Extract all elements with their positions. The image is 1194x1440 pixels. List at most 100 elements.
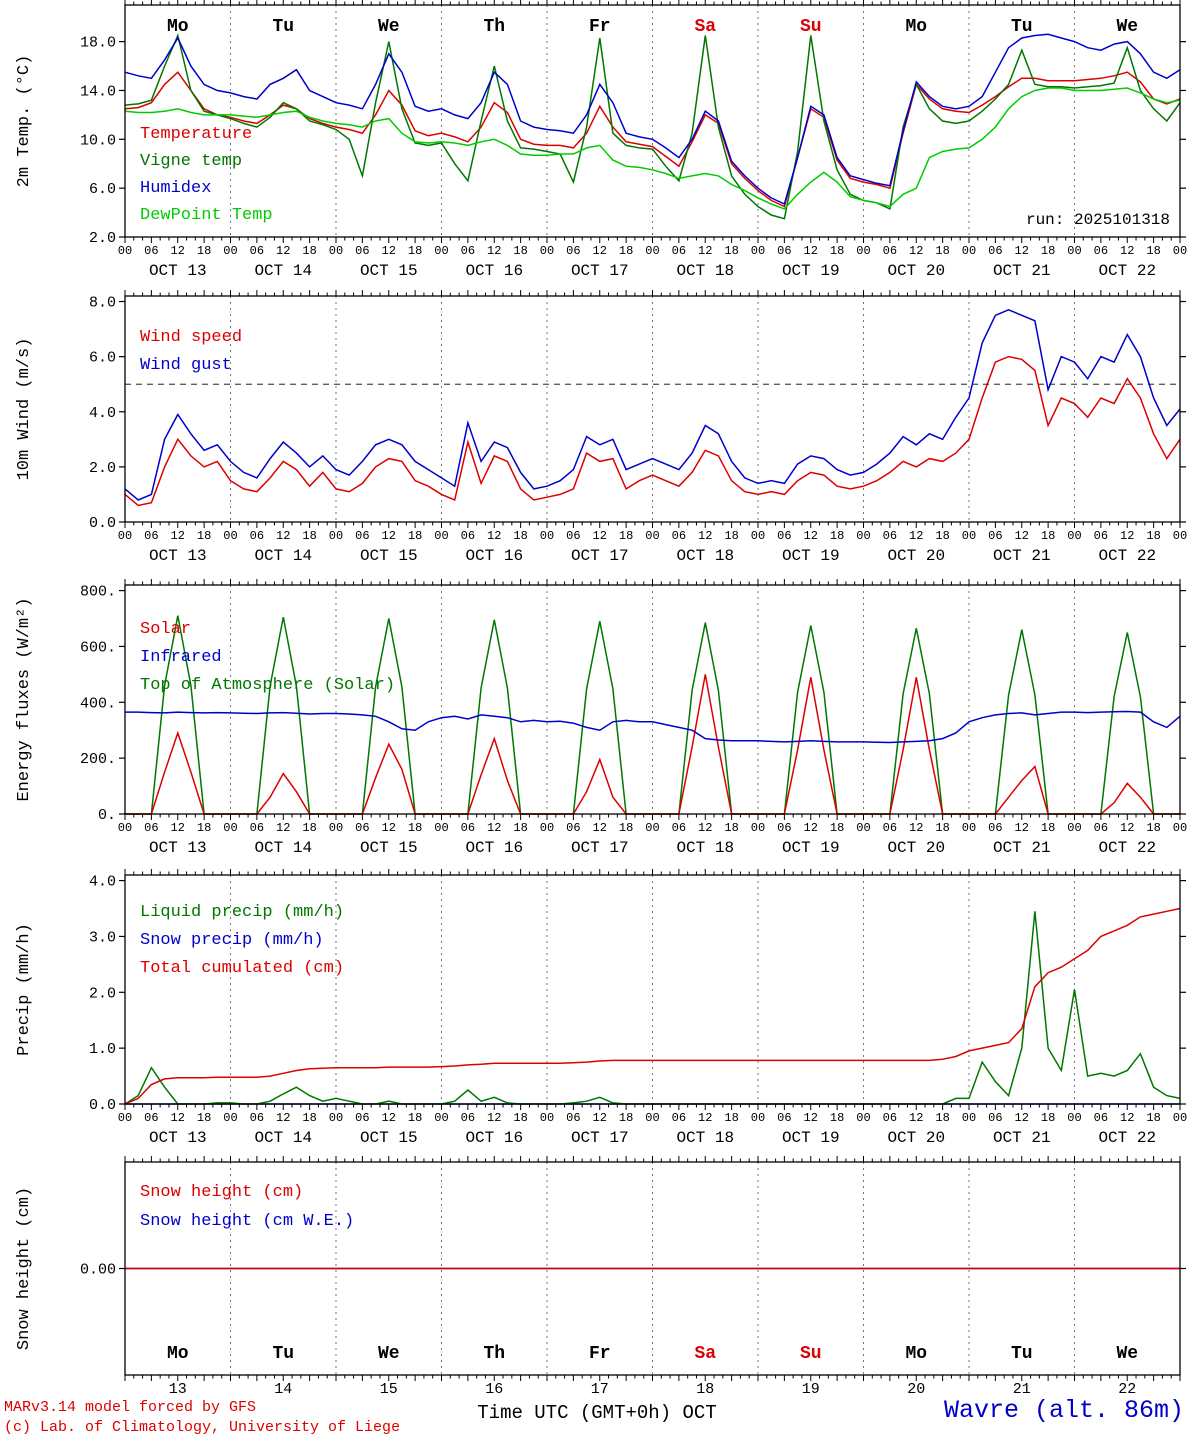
svg-text:06: 06 bbox=[250, 244, 264, 258]
svg-text:12: 12 bbox=[804, 1111, 818, 1125]
svg-text:OCT 21: OCT 21 bbox=[993, 547, 1051, 565]
svg-text:12: 12 bbox=[804, 529, 818, 543]
model-credit-line1: MARv3.14 model forced by GFS bbox=[4, 1399, 257, 1416]
svg-text:06: 06 bbox=[566, 529, 580, 543]
svg-text:18: 18 bbox=[1146, 244, 1160, 258]
svg-text:OCT 22: OCT 22 bbox=[1098, 262, 1156, 280]
svg-text:Su: Su bbox=[800, 1344, 822, 1364]
svg-text:Mo: Mo bbox=[905, 1344, 927, 1364]
svg-text:00: 00 bbox=[1067, 529, 1081, 543]
svg-text:12: 12 bbox=[382, 244, 396, 258]
svg-text:00: 00 bbox=[1067, 244, 1081, 258]
svg-text:12: 12 bbox=[593, 529, 607, 543]
svg-text:18: 18 bbox=[513, 821, 527, 835]
svg-text:06: 06 bbox=[672, 244, 686, 258]
svg-text:OCT 13: OCT 13 bbox=[149, 839, 207, 857]
svg-text:400.: 400. bbox=[80, 695, 116, 712]
svg-text:06: 06 bbox=[250, 821, 264, 835]
svg-text:00: 00 bbox=[540, 529, 554, 543]
svg-text:06: 06 bbox=[1094, 1111, 1108, 1125]
svg-text:00: 00 bbox=[1173, 244, 1187, 258]
svg-text:OCT 18: OCT 18 bbox=[676, 839, 734, 857]
svg-text:18: 18 bbox=[302, 821, 316, 835]
svg-text:OCT 16: OCT 16 bbox=[465, 262, 523, 280]
svg-text:18: 18 bbox=[302, 529, 316, 543]
svg-text:00: 00 bbox=[434, 1111, 448, 1125]
svg-text:00: 00 bbox=[856, 529, 870, 543]
svg-text:12: 12 bbox=[171, 529, 185, 543]
svg-text:12: 12 bbox=[804, 244, 818, 258]
svg-text:2.0: 2.0 bbox=[89, 230, 116, 247]
svg-text:OCT 20: OCT 20 bbox=[887, 839, 945, 857]
svg-text:OCT 17: OCT 17 bbox=[571, 839, 629, 857]
svg-text:15: 15 bbox=[380, 1381, 398, 1398]
svg-text:06: 06 bbox=[250, 1111, 264, 1125]
svg-text:OCT 15: OCT 15 bbox=[360, 547, 418, 565]
svg-text:00: 00 bbox=[1173, 821, 1187, 835]
svg-text:Temperature: Temperature bbox=[140, 125, 252, 144]
svg-text:12: 12 bbox=[1120, 529, 1134, 543]
svg-text:8.0: 8.0 bbox=[89, 295, 116, 312]
svg-text:12: 12 bbox=[698, 244, 712, 258]
svg-text:12: 12 bbox=[1015, 821, 1029, 835]
svg-text:Wind gust: Wind gust bbox=[140, 356, 232, 375]
svg-text:OCT 18: OCT 18 bbox=[676, 262, 734, 280]
svg-text:OCT 17: OCT 17 bbox=[571, 262, 629, 280]
svg-text:12: 12 bbox=[804, 821, 818, 835]
svg-text:06: 06 bbox=[883, 244, 897, 258]
svg-text:0.: 0. bbox=[98, 807, 116, 824]
svg-text:00: 00 bbox=[645, 821, 659, 835]
svg-text:4.0: 4.0 bbox=[89, 874, 116, 891]
svg-text:00: 00 bbox=[434, 529, 448, 543]
svg-text:06: 06 bbox=[883, 1111, 897, 1125]
svg-text:18: 18 bbox=[619, 529, 633, 543]
svg-text:19: 19 bbox=[802, 1381, 820, 1398]
svg-text:OCT 17: OCT 17 bbox=[571, 547, 629, 565]
svg-text:06: 06 bbox=[566, 821, 580, 835]
svg-text:00: 00 bbox=[645, 244, 659, 258]
svg-text:12: 12 bbox=[1120, 244, 1134, 258]
svg-text:12: 12 bbox=[382, 821, 396, 835]
svg-text:OCT 17: OCT 17 bbox=[571, 1129, 629, 1147]
svg-text:12: 12 bbox=[171, 1111, 185, 1125]
svg-text:18: 18 bbox=[724, 244, 738, 258]
svg-text:18: 18 bbox=[935, 1111, 949, 1125]
svg-text:18: 18 bbox=[197, 244, 211, 258]
svg-text:18: 18 bbox=[513, 244, 527, 258]
svg-text:OCT 16: OCT 16 bbox=[465, 547, 523, 565]
svg-text:OCT 21: OCT 21 bbox=[993, 839, 1051, 857]
svg-text:18: 18 bbox=[408, 1111, 422, 1125]
svg-text:18: 18 bbox=[197, 1111, 211, 1125]
svg-text:00: 00 bbox=[645, 529, 659, 543]
svg-text:00: 00 bbox=[540, 244, 554, 258]
svg-text:Th: Th bbox=[483, 1344, 505, 1364]
svg-text:OCT 19: OCT 19 bbox=[782, 547, 840, 565]
svg-text:0.0: 0.0 bbox=[89, 1097, 116, 1114]
svg-text:06: 06 bbox=[883, 529, 897, 543]
svg-text:18: 18 bbox=[830, 821, 844, 835]
svg-text:4.0: 4.0 bbox=[89, 405, 116, 422]
svg-text:00: 00 bbox=[962, 529, 976, 543]
svg-text:06: 06 bbox=[461, 821, 475, 835]
svg-text:2.0: 2.0 bbox=[89, 460, 116, 477]
svg-text:06: 06 bbox=[672, 821, 686, 835]
svg-text:OCT 20: OCT 20 bbox=[887, 547, 945, 565]
svg-text:Snow height (cm): Snow height (cm) bbox=[15, 1187, 34, 1350]
svg-text:18: 18 bbox=[1041, 244, 1055, 258]
svg-text:2.0: 2.0 bbox=[89, 985, 116, 1002]
svg-text:0.0: 0.0 bbox=[89, 515, 116, 532]
svg-text:00: 00 bbox=[223, 529, 237, 543]
svg-text:OCT 14: OCT 14 bbox=[254, 547, 312, 565]
svg-text:00: 00 bbox=[645, 1111, 659, 1125]
svg-text:12: 12 bbox=[276, 1111, 290, 1125]
svg-text:18: 18 bbox=[724, 821, 738, 835]
svg-text:00: 00 bbox=[751, 821, 765, 835]
model-credit: MARv3.14 model forced by GFS (c) Lab. of… bbox=[4, 1398, 400, 1438]
svg-text:14: 14 bbox=[274, 1381, 292, 1398]
svg-text:18: 18 bbox=[1146, 529, 1160, 543]
svg-text:We: We bbox=[1116, 17, 1138, 37]
svg-text:18.0: 18.0 bbox=[80, 35, 116, 52]
svg-text:OCT 16: OCT 16 bbox=[465, 1129, 523, 1147]
